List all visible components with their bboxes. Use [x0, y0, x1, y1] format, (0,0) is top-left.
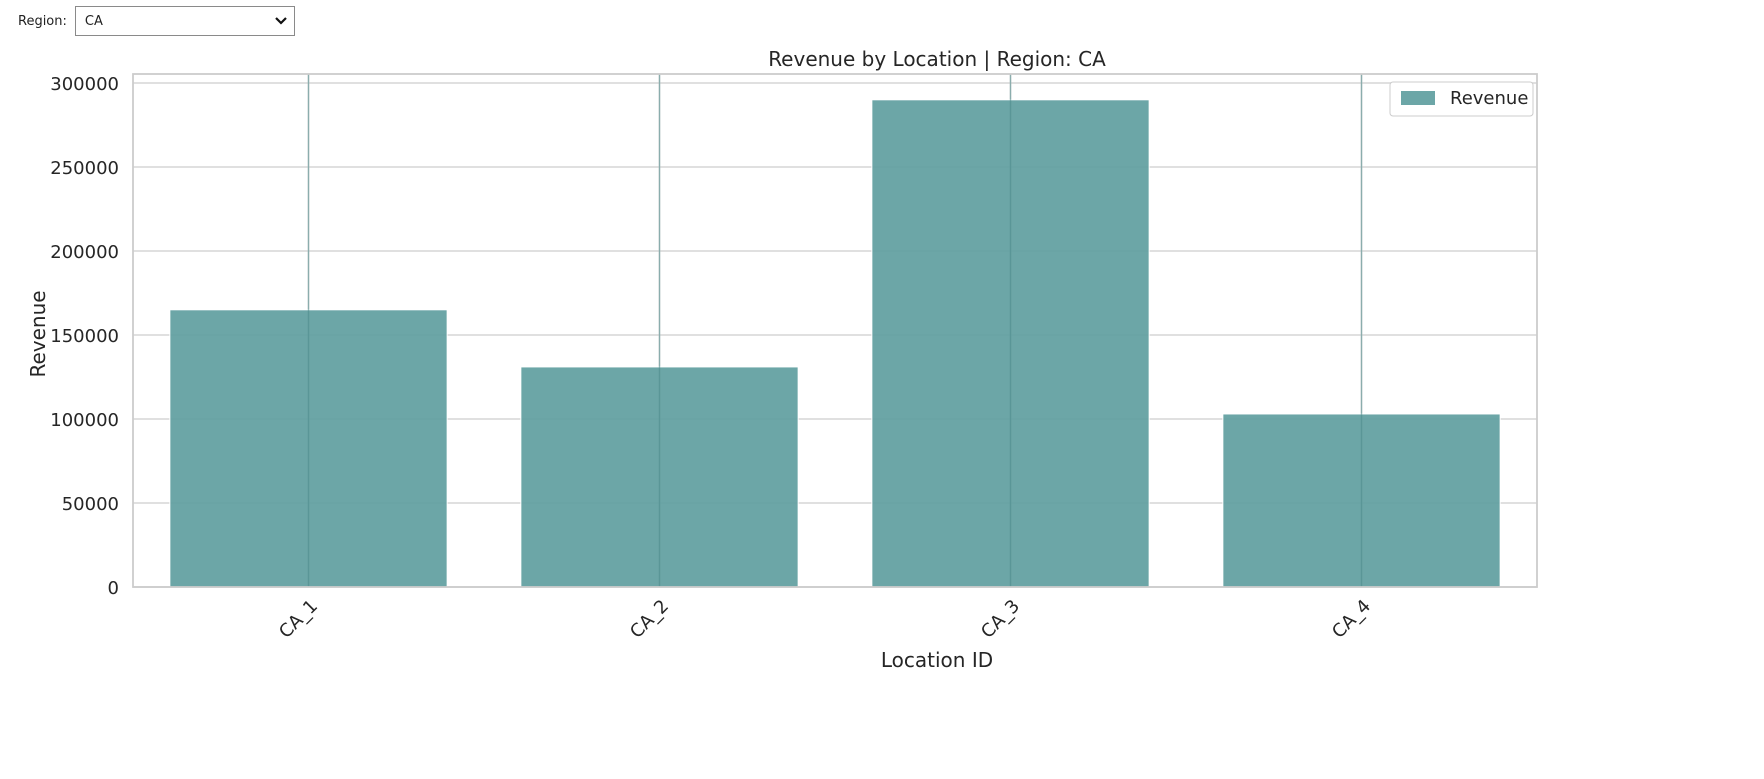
x-tick-label: CA_1	[275, 596, 322, 643]
region-label: Region:	[18, 13, 67, 29]
legend: Revenue	[1389, 81, 1534, 117]
x-tick-label: CA_3	[977, 596, 1024, 643]
y-tick-label: 150000	[50, 326, 119, 347]
chart-title: Revenue by Location | Region: CA	[768, 47, 1106, 71]
legend-swatch	[1401, 91, 1435, 105]
y-tick-label: 100000	[50, 410, 119, 431]
y-tick-label: 50000	[62, 494, 119, 515]
y-tick-label: 300000	[50, 74, 119, 95]
y-axis-label: Revenue	[26, 290, 50, 377]
chevron-down-icon	[275, 17, 287, 25]
y-tick-label: 250000	[50, 158, 119, 179]
legend-box	[1389, 81, 1534, 117]
plot-border	[132, 73, 1538, 588]
x-tick-labels: CA_1 CA_2 CA_3 CA_4	[275, 596, 1375, 643]
region-select[interactable]: CA	[74, 6, 295, 36]
y-tick-label: 200000	[50, 242, 119, 263]
region-filter: Region: CA	[18, 6, 295, 36]
y-tick-label: 0	[108, 578, 119, 599]
x-axis-label: Location ID	[881, 648, 993, 672]
x-tick-label: CA_2	[626, 596, 673, 643]
y-tick-labels: 0 50000 100000 150000 200000 250000 300000	[50, 74, 119, 599]
plot-frame	[132, 73, 1538, 588]
legend-label: Revenue	[1450, 88, 1528, 109]
bars	[169, 99, 1501, 588]
region-select-value: CA	[84, 13, 103, 29]
vertical-grid-overlay	[307, 74, 1363, 587]
x-tick-label: CA_4	[1328, 596, 1375, 643]
